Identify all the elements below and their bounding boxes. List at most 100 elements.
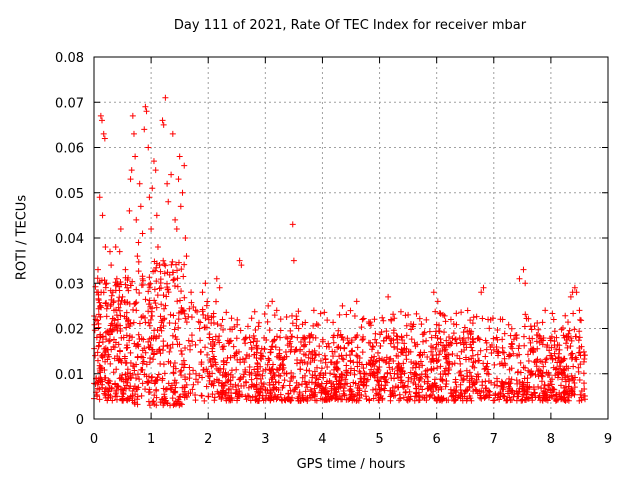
data-point (521, 342, 528, 349)
data-point (151, 350, 158, 357)
data-point (360, 375, 367, 382)
data-point (172, 216, 179, 223)
data-point (178, 372, 185, 379)
data-point (120, 390, 127, 397)
data-point (264, 318, 271, 325)
data-point (146, 344, 153, 351)
data-point (174, 283, 181, 290)
data-point (428, 383, 435, 390)
data-point (507, 352, 514, 359)
data-point (307, 359, 314, 366)
data-point (266, 379, 273, 386)
data-point (271, 391, 278, 398)
data-point (171, 377, 178, 384)
data-point (143, 108, 150, 115)
data-point (100, 130, 107, 137)
data-point (430, 289, 437, 296)
data-point (215, 377, 222, 384)
data-point (187, 342, 194, 349)
data-point (527, 339, 534, 346)
data-point (173, 379, 180, 386)
data-point (538, 378, 545, 385)
data-point (204, 351, 211, 358)
data-point (520, 392, 527, 399)
data-point (367, 322, 374, 329)
data-point (127, 375, 134, 382)
data-point (399, 336, 406, 343)
x-tick-label: 7 (490, 432, 498, 447)
data-point (519, 397, 526, 404)
data-point (150, 158, 157, 165)
data-point (134, 401, 141, 408)
data-point (312, 372, 319, 379)
data-point (417, 349, 424, 356)
data-point (533, 338, 540, 345)
data-point (410, 379, 417, 386)
data-point (136, 320, 143, 327)
data-point (149, 185, 156, 192)
data-point (169, 341, 176, 348)
data-point (486, 388, 493, 395)
data-point (163, 293, 170, 300)
data-point (531, 389, 538, 396)
data-point (147, 280, 154, 287)
data-point (157, 350, 164, 357)
data-point (172, 401, 179, 408)
data-point (424, 353, 431, 360)
data-point (533, 363, 540, 370)
data-point (171, 326, 178, 333)
data-point (387, 316, 394, 323)
data-point (178, 288, 185, 295)
data-point (151, 258, 158, 265)
data-point (114, 316, 121, 323)
data-point (317, 310, 324, 317)
data-point (156, 285, 163, 292)
data-point (400, 394, 407, 401)
data-point (269, 343, 276, 350)
data-point (525, 358, 532, 365)
data-point (538, 385, 545, 392)
data-point (542, 359, 549, 366)
data-point (146, 402, 153, 409)
data-point (499, 344, 506, 351)
data-point (117, 322, 124, 329)
data-point (98, 277, 105, 284)
data-point (390, 357, 397, 364)
data-point (343, 352, 350, 359)
data-point (94, 349, 101, 356)
data-point (145, 144, 152, 151)
data-point (527, 323, 534, 330)
data-point (322, 384, 329, 391)
data-point (510, 336, 517, 343)
data-point (267, 367, 274, 374)
y-tick-label: 0.02 (55, 323, 84, 338)
data-point (172, 389, 179, 396)
data-point (495, 348, 502, 355)
data-point (218, 322, 225, 329)
data-point (553, 397, 560, 404)
data-point (494, 394, 501, 401)
data-point (199, 374, 206, 381)
data-point (570, 363, 577, 370)
data-point (221, 371, 228, 378)
data-point (209, 380, 216, 387)
data-point (534, 345, 541, 352)
data-point (151, 392, 158, 399)
data-point (146, 322, 153, 329)
data-point (103, 299, 110, 306)
data-point (150, 398, 157, 405)
data-point (301, 334, 308, 341)
data-point (186, 364, 193, 371)
data-point (176, 393, 183, 400)
data-point (526, 335, 533, 342)
data-point (539, 389, 546, 396)
data-point (347, 307, 354, 314)
data-point (258, 345, 265, 352)
data-point (182, 345, 189, 352)
data-point (175, 396, 182, 403)
data-point (220, 346, 227, 353)
data-point (338, 374, 345, 381)
data-point (244, 392, 251, 399)
data-point (179, 361, 186, 368)
data-point (162, 302, 169, 309)
